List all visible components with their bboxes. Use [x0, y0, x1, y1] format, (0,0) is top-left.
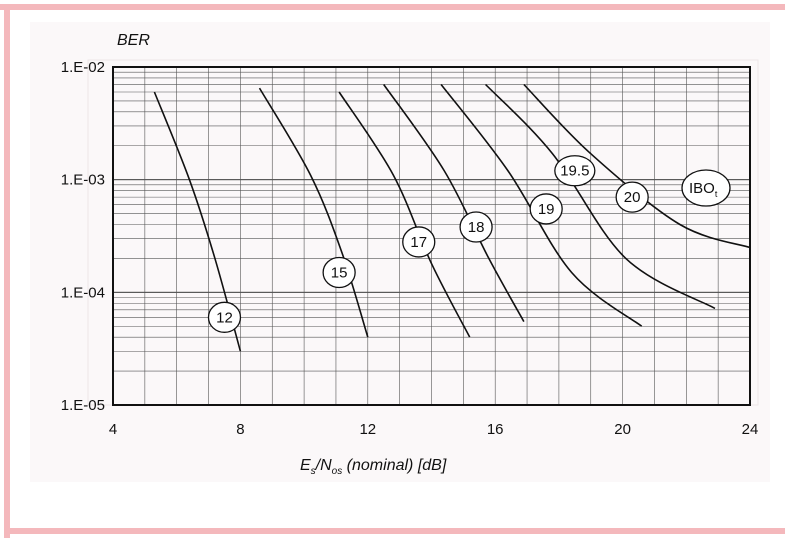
curve-ibo-15 — [258, 87, 369, 338]
curve-ibo-18 — [383, 84, 525, 322]
y-tick-label: 1.E-02 — [61, 59, 105, 76]
curve-label: 17 — [410, 234, 427, 251]
curve-ibo-17 — [338, 91, 471, 338]
y-tick-label: 1.E-05 — [61, 397, 105, 414]
curve-label: 20 — [624, 189, 641, 206]
y-tick-label: 1.E-03 — [61, 172, 105, 189]
x-tick-label: 16 — [487, 421, 504, 438]
curve-label-circle — [554, 155, 596, 187]
y-tick-label: 1.E-04 — [61, 284, 105, 301]
chart-curves — [153, 83, 751, 352]
y-tick-labels: 1.E-02 1.E-03 1.E-04 1.E-05 — [61, 59, 105, 414]
curve-label-circle — [459, 211, 493, 243]
curve-label-circle — [615, 181, 649, 213]
curve-label: 12 — [216, 309, 233, 326]
legend-ibo-ellipse — [681, 169, 731, 207]
x-tick-labels: 4 8 12 16 20 24 — [109, 421, 759, 438]
x-tick-label: 4 — [109, 421, 117, 438]
y-axis-label: BER — [117, 32, 150, 49]
x-tick-label: 20 — [614, 421, 631, 438]
frame-border-bottom — [4, 528, 785, 534]
curve-label-circle — [529, 193, 563, 225]
curve-label: 19 — [538, 201, 555, 218]
x-tick-label: 8 — [236, 421, 244, 438]
curve-label: 19.5 — [560, 163, 589, 180]
curve-label-circle — [402, 226, 436, 258]
x-axis-label: Es/Nos (nominal) [dB] — [300, 457, 447, 477]
curve-ibo-19.5 — [485, 83, 716, 310]
x-tick-label: 12 — [359, 421, 376, 438]
legend-ibo: IBOt — [681, 169, 731, 207]
curve-label: 18 — [468, 219, 485, 236]
plot-area-frame — [112, 66, 751, 406]
curve-label-circle — [207, 301, 242, 333]
frame-border-top — [0, 4, 785, 10]
frame-border-left — [4, 4, 10, 538]
curve-label: 15 — [331, 264, 348, 281]
legend-ibo-label: IBOt — [689, 180, 718, 199]
x-tick-label: 24 — [742, 421, 759, 438]
curve-label-circle — [322, 256, 356, 289]
curve-labels: 12 15 17 18 19 19.5 20 — [207, 155, 649, 333]
